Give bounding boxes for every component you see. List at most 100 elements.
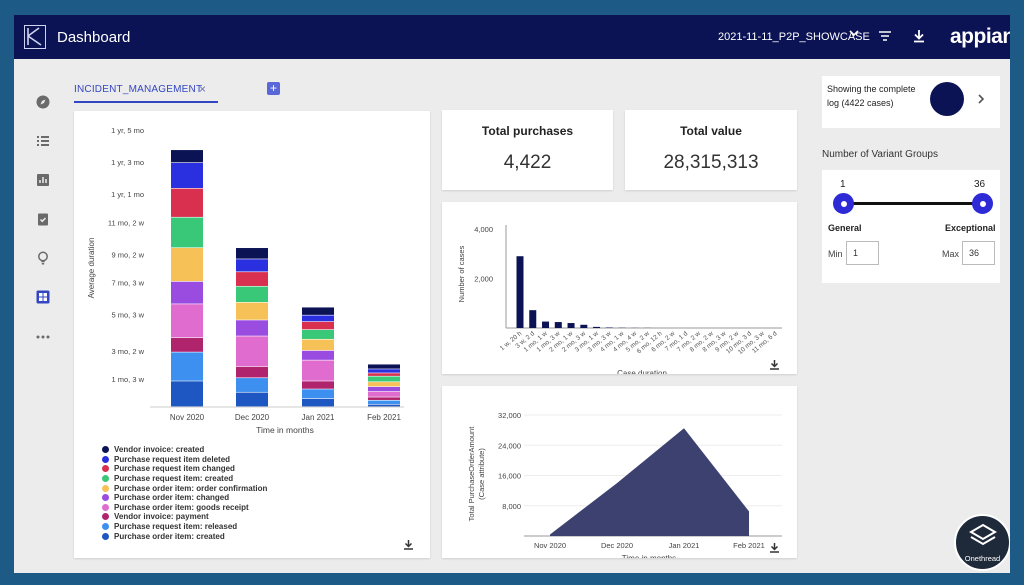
bar-segment — [236, 286, 268, 303]
legend-label: Purchase order item: created — [114, 531, 225, 541]
download-icon[interactable] — [403, 537, 414, 550]
tab-incident-management[interactable]: INCIDENT_MANAGEMENT — [74, 84, 203, 95]
legend-swatch — [102, 446, 109, 454]
legend-item[interactable]: Purchase request item deleted — [102, 455, 267, 465]
y-tick-label: 8,000 — [502, 502, 521, 511]
bar-segment — [368, 373, 400, 376]
bar-segment — [171, 188, 203, 217]
list-icon[interactable] — [35, 133, 51, 149]
legend-item[interactable]: Purchase request item: released — [102, 522, 267, 532]
x-tick-label: Feb 2021 — [733, 541, 765, 550]
lightbulb-icon[interactable] — [35, 250, 51, 266]
bar-segment — [302, 329, 334, 339]
legend-item[interactable]: Vendor invoice: created — [102, 445, 267, 455]
y-tick-label: 5 mo, 3 w — [111, 311, 144, 320]
min-input[interactable] — [846, 241, 879, 265]
histogram-bar — [593, 326, 601, 328]
bar-segment — [368, 397, 400, 400]
download-icon[interactable] — [769, 540, 780, 553]
legend-label: Purchase request item deleted — [114, 454, 231, 464]
purchase-amount-area-chart: 8,000 16,000 24,000 32,000 Nov 2020 Dec 2020 J… — [467, 411, 782, 558]
log-coverage-pie — [930, 82, 964, 116]
log-info-text: Showing the complete log (4422 cases) — [827, 84, 916, 108]
x-axis-label: Time in months — [622, 554, 676, 558]
bar-segment — [171, 381, 203, 407]
app-logo-icon[interactable] — [24, 25, 46, 49]
chevron-right-icon[interactable] — [977, 93, 985, 108]
dataset-selector[interactable]: 2021-11-11_P2P_SHOWCASE — [718, 31, 870, 43]
dashboard-icon[interactable] — [35, 289, 51, 305]
duration-chart-card: 1 mo, 3 w 3 mo, 2 w 5 mo, 3 w 7 mo, 3 w 9 mo… — [74, 111, 430, 558]
legend-swatch — [102, 513, 109, 521]
y-tick-label: 1 yr, 5 mo — [111, 126, 144, 135]
area-series — [550, 428, 749, 536]
legend-item[interactable]: Purchase order item: goods receipt — [102, 503, 267, 513]
legend-item[interactable]: Purchase order item: created — [102, 531, 267, 541]
y-tick-label: 24,000 — [498, 441, 521, 450]
legend-item[interactable]: Purchase order item: changed — [102, 493, 267, 503]
total-value-card: Total value 28,315,313 — [625, 110, 797, 190]
legend-item[interactable]: Purchase request item: created — [102, 474, 267, 484]
slider-max-value: 36 — [974, 179, 986, 190]
bar-segment — [236, 248, 268, 259]
bar-segment — [171, 337, 203, 352]
x-tick-label: Dec 2020 — [235, 413, 270, 422]
bar-chart-icon[interactable] — [35, 172, 51, 188]
log-info-card[interactable]: Showing the complete log (4422 cases) — [822, 76, 1000, 128]
bar-segment — [302, 398, 334, 407]
general-label: General — [828, 223, 862, 233]
bar-segment — [171, 248, 203, 282]
bar-segment — [236, 366, 268, 378]
variant-groups-title: Number of Variant Groups — [822, 149, 938, 160]
bar-segment — [302, 360, 334, 381]
bar-segment — [302, 350, 334, 360]
y-tick-label: 1 yr, 1 mo — [111, 190, 144, 199]
bar-segment — [302, 321, 334, 330]
purchase-amount-card: 8,000 16,000 24,000 32,000 Nov 2020 Dec 2020 J… — [442, 386, 797, 558]
legend-swatch — [102, 523, 109, 531]
slider-max-handle[interactable] — [972, 193, 993, 214]
legend-item[interactable]: Purchase order item: order confirmation — [102, 483, 267, 493]
x-tick-label: Nov 2020 — [170, 413, 205, 422]
legend-item[interactable]: Vendor invoice: payment — [102, 512, 267, 522]
more-icon[interactable] — [35, 329, 51, 345]
bar-segment — [302, 381, 334, 389]
legend-label: Purchase request item: released — [114, 522, 238, 532]
clipboard-check-icon[interactable] — [35, 211, 51, 227]
bar-segment — [368, 400, 400, 404]
bar-segment — [368, 391, 400, 397]
legend-item[interactable]: Purchase request item changed — [102, 464, 267, 474]
legend-label: Purchase order item: changed — [114, 493, 230, 503]
case-duration-card: 2,000 4,000 Number of cases Case duration 1 … — [442, 202, 797, 374]
legend-label: Purchase order item: goods receipt — [114, 502, 249, 512]
y-tick-label: 32,000 — [498, 411, 521, 420]
add-tab-button[interactable]: + — [267, 82, 280, 95]
bar-segment — [302, 389, 334, 399]
chevron-down-icon[interactable] — [849, 28, 859, 41]
slider-min-handle[interactable] — [833, 193, 854, 214]
onethread-logo-icon — [969, 523, 997, 546]
y-axis-label: Total PurchaseOrderAmount — [467, 426, 476, 522]
y-tick-label: 4,000 — [474, 225, 493, 234]
legend-swatch — [102, 475, 109, 483]
download-icon[interactable] — [911, 28, 927, 44]
download-icon[interactable] — [769, 357, 780, 370]
variant-slider-track[interactable] — [843, 202, 983, 205]
y-axis-label: Number of cases — [457, 245, 466, 302]
y-tick-label: 2,000 — [474, 275, 493, 284]
legend-label: Vendor invoice: created — [114, 445, 205, 455]
x-axis-label: Case duration — [617, 369, 667, 374]
compass-icon[interactable] — [35, 94, 51, 110]
max-input[interactable] — [962, 241, 995, 265]
close-icon[interactable]: × — [199, 82, 207, 96]
filter-icon[interactable] — [877, 28, 893, 44]
legend-swatch — [102, 532, 109, 540]
y-tick-label: 1 yr, 3 mo — [111, 158, 144, 167]
histogram-bar — [516, 256, 524, 328]
total-purchases-card: Total purchases 4,422 — [442, 110, 613, 190]
onethread-watermark: Onethread — [954, 514, 1010, 571]
bar-segment — [171, 304, 203, 338]
x-axis-label: Time in months — [256, 425, 314, 435]
slider-min-value: 1 — [840, 179, 846, 190]
